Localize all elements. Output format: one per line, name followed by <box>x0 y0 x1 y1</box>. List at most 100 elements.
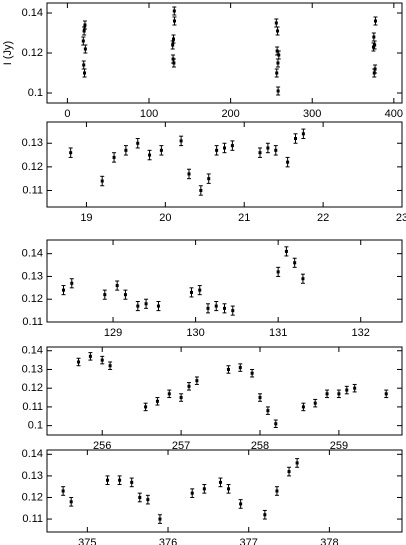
point <box>82 29 86 33</box>
point <box>172 19 176 23</box>
point <box>230 144 234 148</box>
point <box>373 67 377 71</box>
x-tick-label: 130 <box>186 327 204 339</box>
point <box>276 29 280 33</box>
point <box>155 399 159 403</box>
point <box>81 39 85 43</box>
x-tick-label: 20 <box>159 212 171 224</box>
y-tick-label: 0.14 <box>22 448 43 460</box>
point <box>112 155 116 159</box>
point <box>266 409 270 413</box>
point <box>202 487 206 491</box>
point <box>187 172 191 176</box>
plot-frame <box>46 346 403 436</box>
point <box>179 139 183 143</box>
point <box>195 379 199 383</box>
x-tick-label: 259 <box>330 440 348 452</box>
point <box>266 146 270 150</box>
x-tick-label: 256 <box>93 440 111 452</box>
point <box>83 47 87 51</box>
point <box>187 384 191 388</box>
y-tick-label: 0.12 <box>22 382 43 394</box>
y-tick-label: 0.13 <box>22 470 43 482</box>
point <box>124 148 128 152</box>
point <box>199 188 203 192</box>
y-tick-label: 0.14 <box>22 7 43 19</box>
y-tick-label: 0.14 <box>22 248 43 260</box>
point <box>215 148 219 152</box>
point <box>239 502 243 506</box>
point <box>69 500 73 504</box>
y-tick-label: 0.11 <box>22 401 43 413</box>
x-tick-label: 132 <box>352 327 370 339</box>
point <box>238 366 242 370</box>
point <box>223 306 226 310</box>
point <box>263 513 267 517</box>
point <box>276 270 280 274</box>
point <box>167 392 171 396</box>
point <box>277 53 281 57</box>
point <box>206 306 210 310</box>
point <box>286 160 290 164</box>
point <box>258 151 262 155</box>
y-tick-label: 0.12 <box>22 47 43 59</box>
x-tick-label: 19 <box>80 212 92 224</box>
point <box>83 23 87 27</box>
x-tick-label: 23 <box>396 212 406 224</box>
point <box>82 63 86 67</box>
point <box>198 288 202 292</box>
x-tick-label: 100 <box>140 108 158 120</box>
point <box>373 19 377 23</box>
point <box>371 45 375 49</box>
point <box>258 396 262 400</box>
point <box>284 249 288 253</box>
plot-frame <box>46 121 403 208</box>
point <box>70 281 74 285</box>
point <box>144 405 148 409</box>
point <box>171 37 175 41</box>
point <box>100 358 104 362</box>
point <box>179 396 183 400</box>
y-tick-label: 0.11 <box>22 513 43 525</box>
y-axis-label: I (Jy) <box>2 41 14 65</box>
point <box>189 290 193 294</box>
point <box>130 480 134 484</box>
point <box>301 277 305 281</box>
x-tick-label: 258 <box>251 440 269 452</box>
point <box>172 9 176 13</box>
y-tick-label: 0.12 <box>22 161 43 173</box>
y-tick-label: 0.12 <box>22 491 43 503</box>
point <box>218 480 222 484</box>
point <box>136 304 140 308</box>
x-tick-label: 376 <box>159 537 177 545</box>
point <box>295 461 299 465</box>
point <box>287 470 291 474</box>
point <box>276 89 280 93</box>
point <box>231 309 235 313</box>
y-tick-label: 0.13 <box>22 137 43 149</box>
x-tick-label: 131 <box>269 327 287 339</box>
point <box>83 71 87 75</box>
x-tick-label: 300 <box>303 108 321 120</box>
y-tick-label: 0.1 <box>28 87 43 99</box>
point <box>293 261 297 265</box>
y-tick-label: 0.14 <box>22 345 43 357</box>
point <box>274 21 278 25</box>
point <box>61 489 65 493</box>
x-tick-label: 377 <box>240 537 258 545</box>
point <box>158 517 162 521</box>
point <box>384 392 388 396</box>
point <box>88 354 92 358</box>
point <box>345 388 349 392</box>
point <box>276 61 280 65</box>
point <box>325 392 329 396</box>
plot-frame <box>46 2 403 104</box>
point <box>373 43 377 47</box>
point <box>275 71 279 75</box>
point <box>146 498 150 502</box>
x-tick-label: 400 <box>385 108 403 120</box>
y-tick-label: 0.12 <box>22 293 43 305</box>
point <box>69 151 73 155</box>
y-tick-label: 0.1 <box>28 420 43 432</box>
